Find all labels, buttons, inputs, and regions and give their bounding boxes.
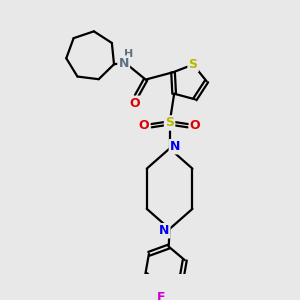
Text: N: N [170, 140, 180, 153]
Text: O: O [129, 97, 140, 110]
Text: H: H [124, 49, 133, 59]
Text: S: S [165, 116, 174, 130]
Text: N: N [159, 224, 169, 237]
Text: O: O [139, 119, 149, 132]
Text: F: F [157, 291, 166, 300]
Text: N: N [118, 57, 129, 70]
Text: S: S [189, 58, 198, 71]
Text: O: O [190, 119, 200, 132]
